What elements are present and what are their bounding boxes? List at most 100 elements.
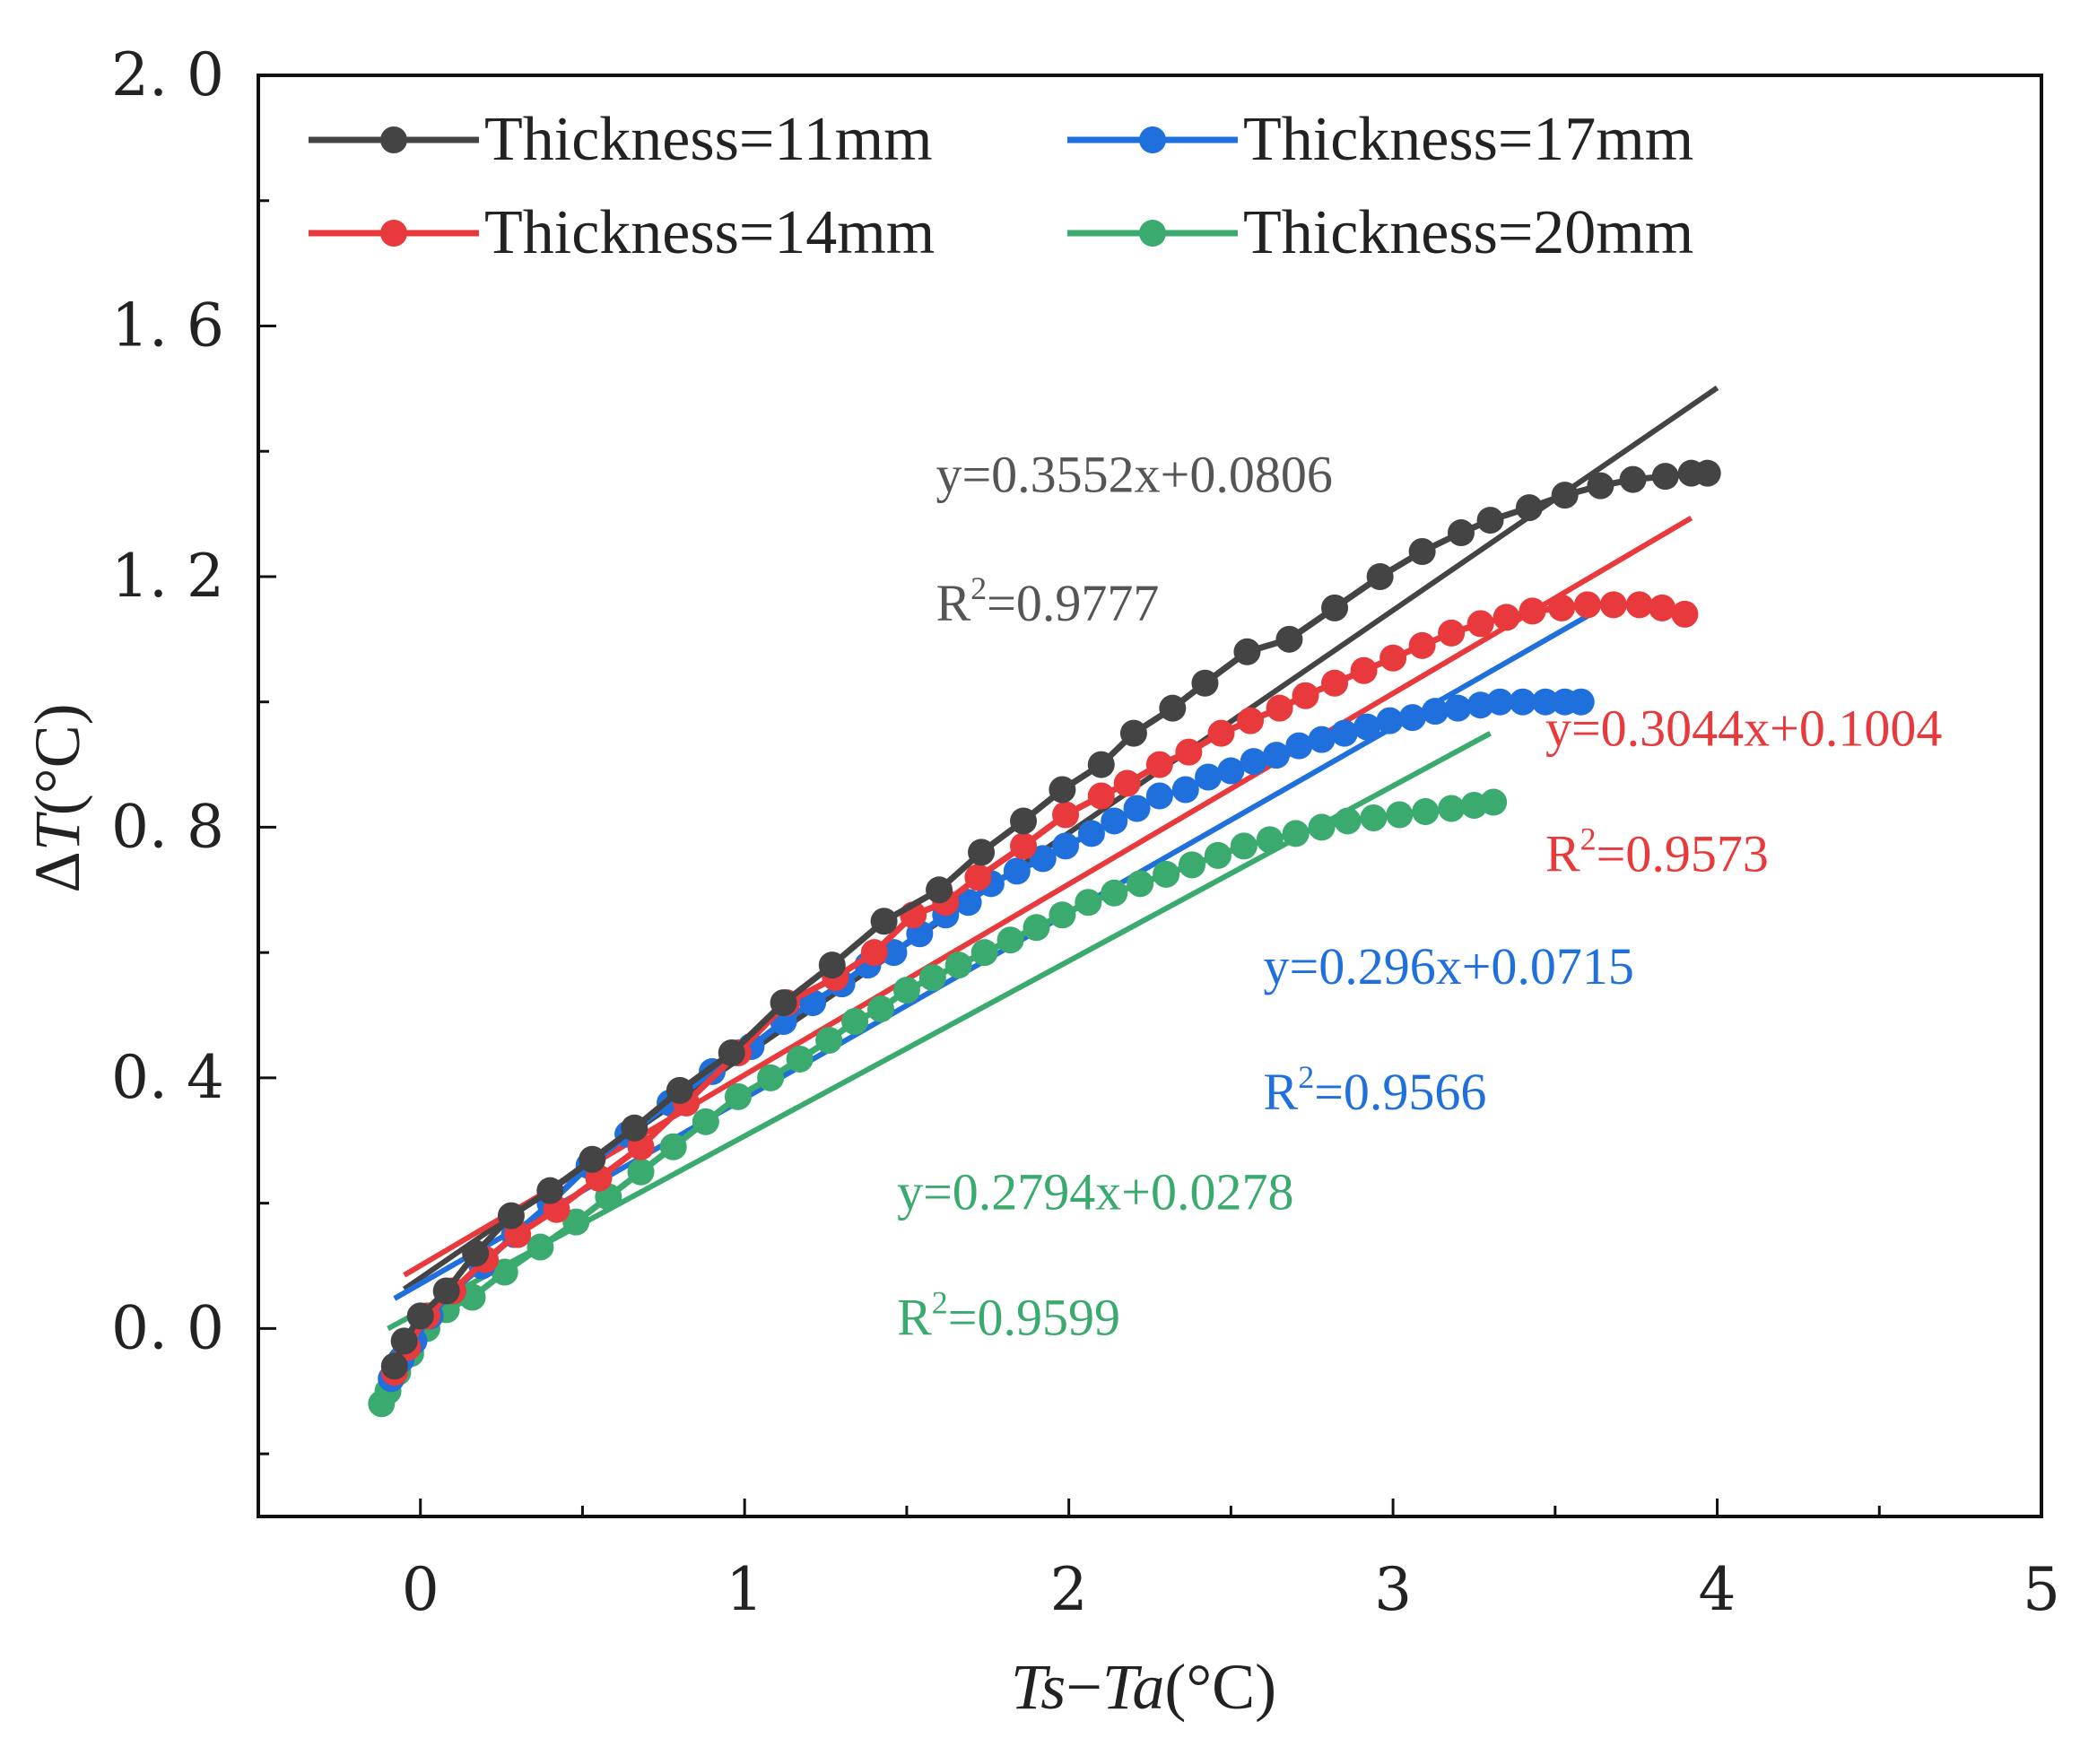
data-point [1350,656,1378,684]
data-point [1010,832,1038,860]
data-point [870,908,898,935]
r-squared-value: =0.9777 [987,574,1159,632]
y-axis-title-delta: Δ [22,851,93,892]
data-point [1671,600,1699,628]
data-point [724,1082,752,1110]
fit-equation-3: y=0.2794x+0.0278 [897,1163,1293,1221]
legend-item-2: Thickness=17mm [1067,105,1693,174]
x-axis-title-op: − [1066,1651,1102,1723]
data-point [1438,795,1466,822]
data-point [1321,669,1349,697]
data-point [1599,591,1627,619]
data-point [1422,698,1449,726]
series-2 [378,688,1595,1393]
data-point [1447,519,1475,547]
data-point [1619,465,1647,493]
r-squared-prefix: R [1545,824,1580,882]
data-point [1217,757,1245,785]
data-point [1178,851,1205,879]
data-point [390,1327,418,1355]
data-point [1366,562,1394,590]
data-point [1398,704,1426,732]
legend-item-0: Thickness=11mm [309,105,933,174]
r-squared-3: R2=0.9599 [897,1284,1120,1346]
data-point [757,1064,785,1091]
data-point [892,977,920,1004]
data-point [1551,482,1579,509]
fit-annotations: y=0.3552x+0.0806R2=0.9777y=0.3044x+0.100… [897,446,1942,1347]
data-point [770,989,797,1017]
legend-marker [380,220,407,247]
data-point [1282,820,1310,847]
data-point [659,1133,687,1160]
r-squared-prefix: R [936,574,970,632]
x-axis-title-a: Ts [1011,1651,1066,1723]
data-point [1145,751,1173,778]
r-squared-sup: 2 [932,1284,948,1320]
data-point [692,1108,719,1135]
data-point [1275,625,1303,653]
data-point [1353,713,1381,741]
data-point [1262,742,1290,769]
r-squared-sup: 2 [970,570,987,606]
data-point [1466,610,1494,638]
data-point [462,1239,490,1267]
data-point [491,1258,518,1286]
data-point [536,1177,564,1204]
data-point [786,1045,814,1073]
fit-line-1 [403,515,1693,1278]
data-point [1573,591,1601,619]
data-point [627,1158,655,1186]
data-point [1308,726,1336,753]
data-point [718,1038,745,1066]
r-squared-value: =0.9599 [948,1288,1120,1346]
r-squared-value: =0.9566 [1314,1063,1486,1121]
data-point [841,1008,869,1036]
data-point [1625,591,1653,619]
axis-ticks [257,74,2043,1516]
data-point [1321,594,1349,621]
r-squared-sup: 2 [1580,821,1597,856]
data-point [1195,763,1223,791]
r-squared-prefix: R [897,1288,932,1346]
data-point [968,839,996,866]
r-squared-0: R2=0.9777 [936,570,1159,632]
y-tick-label: 0. 4 [111,1043,224,1112]
fit-equation-2: y=0.296x+0.0715 [1264,937,1634,995]
data-point [1330,719,1358,747]
y-tick-label: 1. 6 [111,291,224,360]
data-point [996,926,1024,954]
data-point [970,939,998,967]
data-point [1049,901,1076,929]
r-squared-sup: 2 [1298,1059,1314,1095]
data-point [1509,688,1536,716]
data-point [1204,841,1231,869]
legend-marker [1139,126,1166,153]
data-point [1240,748,1267,776]
tick-labels: 0 1 2 3 4 5 0. 0 0. 4 0. 8 1. 2 1. 6 2. 0 [111,40,2060,1624]
legend-label: Thickness=14mm [484,198,935,267]
data-point [562,1208,590,1236]
data-point [1515,494,1543,522]
data-point [1087,782,1115,810]
x-tick-label: 1 [726,1555,763,1624]
y-tick-label: 1. 2 [111,542,224,611]
fit-equation-0: y=0.3552x+0.0806 [936,446,1332,504]
data-point [1266,694,1293,722]
data-point [866,995,894,1023]
x-tick-label: 5 [2023,1555,2060,1624]
data-point [818,952,846,979]
data-point [579,1145,606,1173]
data-point [1171,776,1199,804]
data-point [1023,914,1050,942]
data-point [860,939,888,967]
data-point [1444,694,1472,722]
data-point [1003,857,1031,885]
data-point [1113,769,1141,797]
data-point [944,952,972,979]
data-point [1480,788,1508,816]
r-squared-1: R2=0.9573 [1545,821,1769,882]
data-point [1153,860,1180,888]
data-point [964,864,992,891]
data-point [1412,797,1440,825]
